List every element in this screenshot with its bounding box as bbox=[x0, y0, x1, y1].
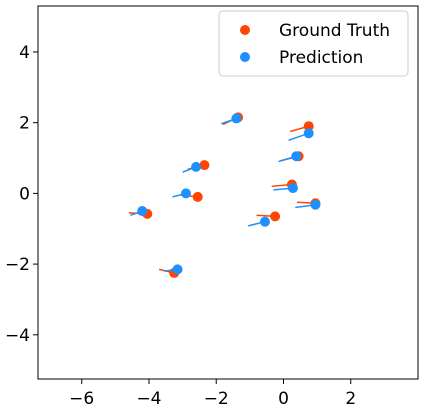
x-tick-label: −4 bbox=[136, 389, 161, 409]
ground-truth-point bbox=[192, 191, 203, 202]
legend-label-ground-truth: Ground Truth bbox=[279, 21, 390, 41]
prediction-point bbox=[231, 113, 242, 124]
axes-frame bbox=[37, 5, 419, 380]
prediction-point bbox=[310, 199, 321, 210]
x-tick-label: −2 bbox=[204, 389, 229, 409]
y-tick-label: 0 bbox=[19, 184, 30, 204]
y-tick-label: 2 bbox=[19, 114, 30, 134]
legend-label-prediction: Prediction bbox=[279, 48, 363, 68]
x-tick-label: −6 bbox=[69, 389, 94, 409]
prediction-point bbox=[291, 151, 302, 162]
legend-box bbox=[218, 10, 409, 77]
prediction-point bbox=[259, 216, 270, 227]
legend-marker-ground-truth bbox=[240, 25, 250, 35]
y-tick-label: 4 bbox=[19, 43, 30, 63]
prediction-point bbox=[303, 128, 314, 139]
y-tick-label: −2 bbox=[5, 255, 30, 275]
prediction-point bbox=[287, 183, 298, 194]
y-tick-label: −4 bbox=[5, 326, 30, 346]
prediction-point bbox=[172, 264, 183, 275]
tick-group: −6 −4 −2 0 2 4 2 0 −2 −4 bbox=[5, 43, 356, 409]
ground-truth-point bbox=[303, 121, 314, 132]
ground-truth-point bbox=[199, 160, 210, 171]
legend-marker-prediction bbox=[240, 52, 250, 62]
x-tick-label: 2 bbox=[345, 389, 356, 409]
data-marks bbox=[128, 112, 321, 278]
prediction-point bbox=[191, 161, 202, 172]
x-tick-label: 0 bbox=[278, 389, 289, 409]
prediction-point bbox=[137, 206, 148, 217]
ground-truth-point bbox=[270, 211, 281, 222]
legend: Ground Truth Prediction bbox=[218, 10, 409, 77]
prediction-point bbox=[180, 188, 191, 199]
